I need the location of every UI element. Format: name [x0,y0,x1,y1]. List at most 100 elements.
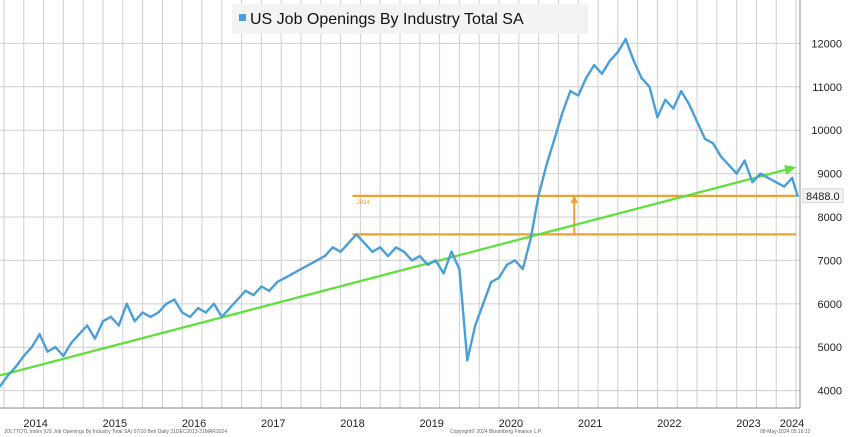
legend-box [232,4,588,34]
data-point [125,302,128,306]
y-tick-label: 12000 [811,38,842,50]
trend-line [0,167,791,377]
data-point [481,302,485,306]
data-point [632,59,635,62]
x-tick-label: 2023 [736,418,760,430]
data-point [569,89,572,93]
data-point [188,315,192,319]
data-point [679,89,683,93]
data-point [355,233,358,236]
data-point [244,289,247,293]
series-layer [0,37,799,388]
x-tick-label: 2016 [182,418,206,430]
data-point [133,319,136,323]
data-point [790,176,794,180]
data-point [767,176,770,180]
data-point [505,263,509,266]
data-point [735,172,738,175]
data-point [196,306,200,310]
footer-source: JOLTTOTL Index (US Job Openings By Indus… [4,429,227,435]
data-point [109,315,113,319]
y-tick-label: 6000 [818,299,842,311]
y-tick-label: 9000 [818,169,842,181]
data-point [228,306,231,310]
data-point [54,346,57,349]
data-point [782,185,786,188]
data-point [553,137,556,141]
footer-timestamp: 08-May-2024 05:16:12 [760,429,811,435]
data-point [157,311,160,314]
data-point [624,37,627,41]
data-point [394,246,398,249]
data-point [62,354,65,358]
data-point [703,137,707,141]
data-point [6,374,10,377]
data-point [497,276,501,279]
data-point [276,280,279,284]
data-point [402,250,406,253]
data-point [165,302,168,306]
x-tick-label: 2021 [578,418,602,430]
chart-title: US Job Openings By Industry Total SA [250,11,524,28]
data-point [751,181,754,184]
data-point [513,259,517,262]
x-tick-label: 2019 [419,418,443,430]
data-point [70,341,73,345]
data-point [323,254,326,258]
data-point [434,259,437,262]
data-point [371,250,374,253]
data-point [141,311,144,314]
x-tick-label: 2020 [499,418,523,430]
data-point [711,142,715,145]
y-tick-label: 11000 [812,82,842,94]
data-point [46,350,49,353]
y-tick-label: 10000 [811,125,842,137]
data-point [608,59,612,62]
data-point [600,72,604,75]
last-value-label: 8488.0 [806,191,840,203]
y-tick-label: 5000 [818,342,842,354]
data-point [252,293,255,297]
axis-layer: 4000 5000 6000 7000 8000 9000 10000 11000 12000 2… [0,0,844,430]
data-point [149,315,152,319]
trend-arrow-head [784,165,797,175]
data-point [14,365,18,368]
data-point [117,324,121,327]
data-point [695,120,699,123]
data-point [180,311,184,314]
band-label: 2834 [356,200,370,206]
data-point [796,194,799,198]
data-point [656,115,659,119]
data-point [584,76,588,80]
data-point [283,276,287,279]
data-point [378,246,382,249]
data-point [410,259,414,262]
data-point [418,254,422,258]
data-point [545,163,548,167]
legend-swatch [239,14,246,21]
data-point [220,315,223,319]
trend-layer [0,165,797,377]
data-point [775,181,778,184]
data-point [561,111,564,115]
data-point [386,254,390,258]
data-point [268,289,271,293]
data-point [743,159,746,162]
x-tick-label: 2024 [780,418,804,430]
data-point [426,263,429,266]
data-point [687,102,691,106]
data-point [727,163,730,167]
data-point [577,94,580,97]
data-point [78,333,81,336]
data-point [592,63,596,67]
data-point [489,280,493,284]
data-point [537,194,540,197]
data-point [474,324,477,327]
data-point [640,76,643,80]
data-point [347,241,350,245]
data-point [204,311,208,314]
data-point [458,267,461,271]
data-point [672,107,675,110]
data-point [315,259,319,262]
data-point [450,250,453,253]
